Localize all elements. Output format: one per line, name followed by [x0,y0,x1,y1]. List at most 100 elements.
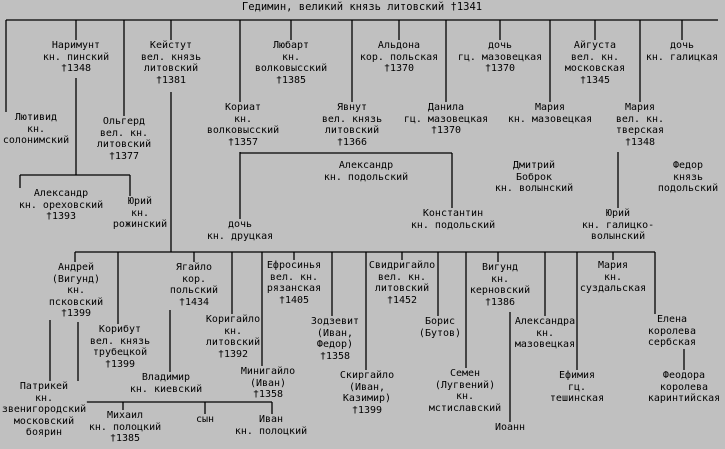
person-ioann: Иоанн [493,422,527,434]
person-line: Федор [672,160,704,171]
person-line: Ефимия [558,370,596,381]
person-semen: Семен (Лугвений) кн. мстиславский [427,368,503,415]
person-danila: Данила гц. мазовецкая †1370 [402,102,490,137]
person-line: Ефросинья [266,260,322,271]
person-narimunt: Наримунт кн. пинский †1348 [41,40,111,75]
person-line: кн. полоцкий [88,421,162,433]
person-aleksandra: Александра кн. мазовецкая [513,316,577,351]
person-line: Феодора [662,370,706,381]
person-aigusta: Айгуста вел. кн. московская †1345 [563,40,627,87]
person-line: кн. [535,327,555,339]
person-line: †1348 [624,136,656,148]
person-line: суздальская [579,283,647,295]
person-line: †1385 [275,74,307,86]
person-line: †1370 [383,63,415,75]
person-yuri-galitsko: Юрий кн. галицко-волынский [580,208,656,243]
person-dmitry-bobrok: Дмитрий Боброк кн. волынский [493,160,575,195]
person-line: кн. [455,391,475,403]
person-line: Лютивид [14,112,58,123]
person-line: †1405 [278,294,310,306]
person-line: Кориат [224,102,262,113]
person-line: Федор) [316,339,354,351]
person-line: Ягайло [175,262,213,273]
person-line: кн. [66,285,86,297]
person-line: дочь [669,40,695,51]
person-line: Иоанн [494,422,526,433]
person-line: вел. князь [321,113,383,125]
person-line: литовский [96,139,152,151]
person-line: (Иван) [249,377,287,389]
person-line: Юрий [127,196,153,207]
person-line: кн. волынский [494,183,574,195]
person-line: Данила [427,102,465,113]
person-line: кн. полоцкий [234,425,308,437]
person-line: московская [564,63,626,75]
person-line: (Иван, [316,327,354,339]
person-line: волынский [590,231,646,243]
person-line: (Бутов) [418,327,462,339]
person-line: кн. [223,325,243,337]
person-line: Мария [624,102,656,113]
person-line: каринтийская [647,393,721,405]
person-line: Наримунт [51,40,101,51]
person-line: подольский [657,183,719,195]
person-line: кн. подольский [323,171,409,183]
person-line: Елена [656,314,688,325]
person-line: Боброк [515,171,553,183]
person-line: кн. [281,51,301,63]
person-line: вел. князь [89,335,151,347]
person-line: кн. [34,392,54,404]
person-fedor-podolsky: Федор князь подольский [656,160,720,195]
person-patrikei: Патрикей кн. звенигородский московский бояри… [0,381,88,439]
person-line: Айгуста [573,40,617,51]
person-line: Александр [33,188,89,199]
person-skirgailo: Скиргайло (Иван, Казимир) †1399 [338,370,396,417]
person-line: Зодзевит [310,316,360,327]
person-mikhail: Михаил кн. полоцкий †1385 [87,410,163,445]
person-line: Коригайло [205,314,261,325]
person-line: кн. галицкая [645,51,719,63]
person-efimia: Ефимия гц. тешинская [548,370,606,405]
person-line: Иван [258,414,284,425]
person-line: сын [195,414,215,425]
person-line: волковысский [206,125,280,137]
person-line: польский [169,285,219,297]
person-line: (Вигунд) [51,273,101,285]
person-line: Михаил [106,410,144,421]
person-line: вел. кн. [377,271,427,283]
person-line: московский [13,415,75,427]
person-line: †1399 [104,358,136,370]
person-line: †1381 [155,74,187,86]
person-line: кн. [490,273,510,285]
person-line: вел. кн. [615,113,665,125]
person-doch-drutskaya: дочь кн. друцкая [205,219,275,243]
person-line: рязанская [266,283,322,295]
person-line: †1393 [45,211,77,223]
person-line: †1348 [60,63,92,75]
person-line: литовский [205,337,261,349]
person-line: гц. мазовецкая [403,113,489,125]
person-line: кн. [603,271,623,283]
person-yagailo: Ягайло кор. польский †1434 [168,262,220,309]
person-line: кн. мазовецкая [507,113,593,125]
person-line: гц. [567,381,587,393]
person-line: †1345 [579,74,611,86]
person-line: Вигунд [481,262,519,273]
person-line: †1452 [386,294,418,306]
person-svidrigailo: Свидригайло вел. кн. литовский †1452 [367,260,437,307]
person-line: кн. [233,113,253,125]
person-line: †1357 [227,136,259,148]
person-vigund: Вигунд кн. керновский †1386 [468,262,532,309]
person-line: кн. [26,123,46,135]
person-feodora: Феодора королева каринтийская [646,370,722,405]
person-maria-mazovetskaya: Мария кн. мазовецкая [506,102,594,126]
person-line: трубецкой [92,347,148,359]
person-line: литовский [374,283,430,295]
person-line: Ольгерд [102,116,146,127]
person-line: псковский [48,296,104,308]
person-line: Семен [449,368,481,379]
person-line: вел. кн. [570,51,620,63]
person-line: королева [647,325,697,337]
person-korigailo: Коригайло кн. литовский †1392 [204,314,262,361]
